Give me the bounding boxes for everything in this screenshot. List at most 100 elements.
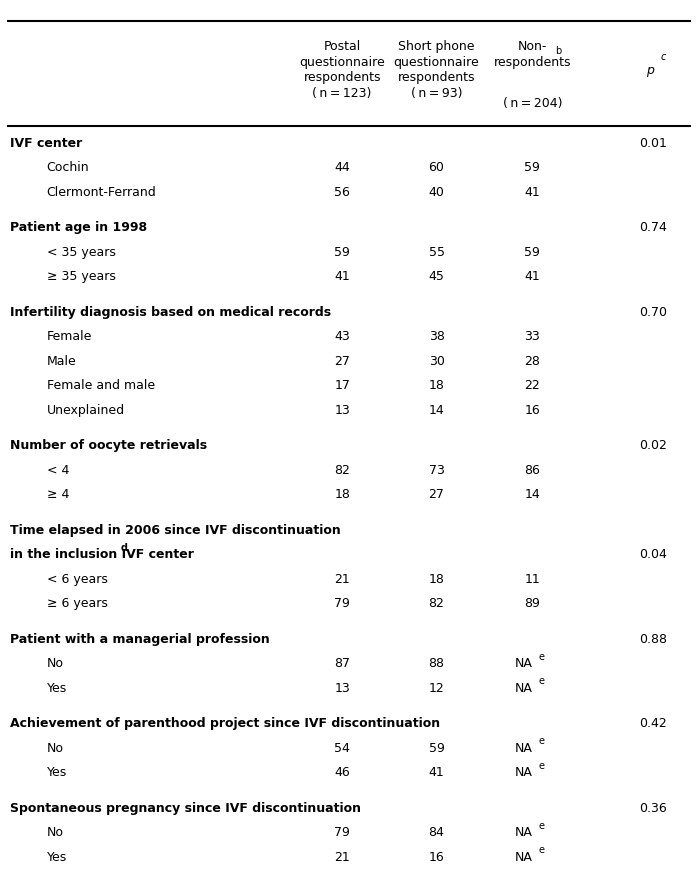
Text: Yes: Yes <box>47 850 67 863</box>
Text: < 4: < 4 <box>47 463 69 476</box>
Text: NA: NA <box>515 657 533 670</box>
Text: 0.74: 0.74 <box>639 221 667 234</box>
Text: 79: 79 <box>334 596 350 610</box>
Text: 0.88: 0.88 <box>639 632 667 645</box>
Text: 16: 16 <box>524 403 540 416</box>
Text: 60: 60 <box>429 161 445 174</box>
Text: e: e <box>538 760 544 770</box>
Text: 84: 84 <box>429 826 445 838</box>
Text: NA: NA <box>515 766 533 779</box>
Text: 18: 18 <box>429 379 445 392</box>
Text: Number of oocyte retrievals: Number of oocyte retrievals <box>10 439 207 452</box>
Text: 0.70: 0.70 <box>639 306 667 318</box>
Text: 11: 11 <box>524 572 540 585</box>
Text: Short phone
questionnaire
respondents
( n = 93): Short phone questionnaire respondents ( … <box>394 41 480 100</box>
Text: Female: Female <box>47 330 92 343</box>
Text: 18: 18 <box>429 572 445 585</box>
Text: No: No <box>47 657 64 670</box>
Text: Infertility diagnosis based on medical records: Infertility diagnosis based on medical r… <box>10 306 332 318</box>
Text: Yes: Yes <box>47 681 67 694</box>
Text: 59: 59 <box>334 245 350 259</box>
Text: Spontaneous pregnancy since IVF discontinuation: Spontaneous pregnancy since IVF disconti… <box>10 801 362 814</box>
Text: Time elapsed in 2006 since IVF discontinuation: Time elapsed in 2006 since IVF discontin… <box>10 524 341 536</box>
Text: ≥ 4: ≥ 4 <box>47 487 69 501</box>
Text: 79: 79 <box>334 826 350 838</box>
Text: e: e <box>538 844 544 854</box>
Text: b: b <box>555 46 561 56</box>
Text: Postal
questionnaire
respondents
( n = 123): Postal questionnaire respondents ( n = 1… <box>299 41 385 100</box>
Text: 38: 38 <box>429 330 445 343</box>
Text: 33: 33 <box>524 330 540 343</box>
Text: 41: 41 <box>524 185 540 198</box>
Text: Male: Male <box>47 354 76 368</box>
Text: 28: 28 <box>524 354 540 368</box>
Text: Unexplained: Unexplained <box>47 403 125 416</box>
Text: 45: 45 <box>429 270 445 283</box>
Text: p: p <box>646 64 654 77</box>
Text: e: e <box>538 651 544 661</box>
Text: 12: 12 <box>429 681 445 694</box>
Text: e: e <box>538 676 544 686</box>
Text: 21: 21 <box>334 572 350 585</box>
Text: 22: 22 <box>524 379 540 392</box>
Text: NA: NA <box>515 741 533 754</box>
Text: 27: 27 <box>429 487 445 501</box>
Text: No: No <box>47 826 64 838</box>
Text: 13: 13 <box>334 681 350 694</box>
Text: Clermont-Ferrand: Clermont-Ferrand <box>47 185 156 198</box>
Text: < 6 years: < 6 years <box>47 572 107 585</box>
Text: c: c <box>661 52 667 62</box>
Text: Female and male: Female and male <box>47 379 155 392</box>
Text: 59: 59 <box>524 161 540 174</box>
Text: 86: 86 <box>524 463 540 476</box>
Text: < 35 years: < 35 years <box>47 245 116 259</box>
Text: Cochin: Cochin <box>47 161 89 174</box>
Text: Patient with a managerial profession: Patient with a managerial profession <box>10 632 270 645</box>
Text: e: e <box>538 820 544 830</box>
Text: d: d <box>121 542 128 552</box>
Text: ≥ 6 years: ≥ 6 years <box>47 596 107 610</box>
Text: Non-
respondents: Non- respondents <box>493 40 571 69</box>
Text: 82: 82 <box>429 596 445 610</box>
Text: ≥ 35 years: ≥ 35 years <box>47 270 116 283</box>
Text: 46: 46 <box>334 766 350 779</box>
Text: 21: 21 <box>334 850 350 863</box>
Text: 59: 59 <box>429 741 445 754</box>
Text: 27: 27 <box>334 354 350 368</box>
Text: NA: NA <box>515 681 533 694</box>
Text: 54: 54 <box>334 741 350 754</box>
Text: 14: 14 <box>524 487 540 501</box>
Text: 88: 88 <box>429 657 445 670</box>
Text: 0.04: 0.04 <box>639 548 667 561</box>
Text: ( n = 204): ( n = 204) <box>503 97 562 110</box>
Text: 82: 82 <box>334 463 350 476</box>
Text: 87: 87 <box>334 657 350 670</box>
Text: 18: 18 <box>334 487 350 501</box>
Text: 41: 41 <box>524 270 540 283</box>
Text: 59: 59 <box>524 245 540 259</box>
Text: 89: 89 <box>524 596 540 610</box>
Text: 43: 43 <box>334 330 350 343</box>
Text: 16: 16 <box>429 850 445 863</box>
Text: IVF center: IVF center <box>10 136 82 150</box>
Text: Achievement of parenthood project since IVF discontinuation: Achievement of parenthood project since … <box>10 717 440 729</box>
Text: Patient age in 1998: Patient age in 1998 <box>10 221 147 234</box>
Text: 44: 44 <box>334 161 350 174</box>
Text: 13: 13 <box>334 403 350 416</box>
Text: Yes: Yes <box>47 766 67 779</box>
Text: 41: 41 <box>429 766 445 779</box>
Text: 30: 30 <box>429 354 445 368</box>
Text: NA: NA <box>515 850 533 863</box>
Text: 55: 55 <box>429 245 445 259</box>
Text: 0.36: 0.36 <box>639 801 667 814</box>
Text: 0.42: 0.42 <box>639 717 667 729</box>
Text: 56: 56 <box>334 185 350 198</box>
Text: in the inclusion IVF center: in the inclusion IVF center <box>10 548 199 561</box>
Text: 0.02: 0.02 <box>639 439 667 452</box>
Text: No: No <box>47 741 64 754</box>
Text: 40: 40 <box>429 185 445 198</box>
Text: 73: 73 <box>429 463 445 476</box>
Text: 0.01: 0.01 <box>639 136 667 150</box>
Text: 41: 41 <box>334 270 350 283</box>
Text: e: e <box>538 735 544 746</box>
